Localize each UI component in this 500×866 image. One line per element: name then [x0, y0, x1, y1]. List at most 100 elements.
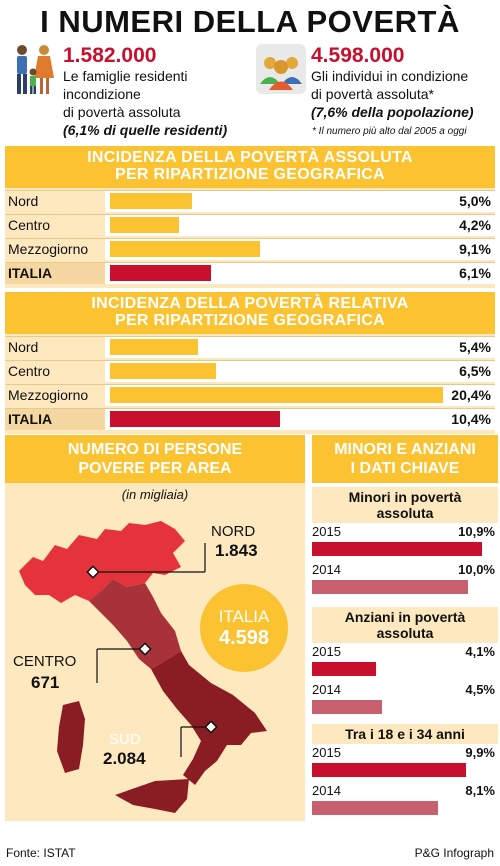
bar-label: Centro	[8, 363, 51, 379]
map-region-sud	[151, 651, 267, 785]
bar	[110, 241, 260, 257]
bar-track	[105, 191, 495, 212]
bar	[110, 265, 211, 281]
footer-source: Fonte: ISTAT	[6, 846, 76, 860]
bar-track	[105, 337, 495, 358]
map-header: NUMERO DI PERSONE POVERE PER AREA	[5, 435, 305, 483]
bar	[110, 411, 280, 427]
key-value: 10,9%	[458, 524, 495, 539]
stat2-line2: di povertà assoluta*	[311, 86, 434, 102]
key-bar	[312, 542, 482, 556]
key-value: 10,0%	[458, 562, 495, 577]
key-group-1-line2: assoluta	[376, 505, 434, 521]
people-icon	[256, 44, 306, 94]
centro-value: 671	[31, 673, 60, 692]
relative-poverty-panel: INCIDENZA DELLA POVERTÀ RELATIVA PER RIP…	[5, 292, 495, 434]
centro-label: CENTRO	[13, 653, 77, 670]
bar-label: ITALIA	[8, 265, 53, 281]
key-group-3-title: Tra i 18 e i 34 anni	[312, 724, 498, 744]
bar	[110, 339, 199, 355]
map-title-1: NUMERO DI PERSONE	[67, 441, 243, 458]
key-year: 2015	[312, 745, 341, 760]
bar	[110, 217, 180, 233]
map-region-nord	[19, 521, 185, 603]
key-group-2-line1: Anziani in povertà	[344, 609, 466, 625]
key-header: MINORI E ANZIANI I DATI CHIAVE	[312, 435, 498, 483]
relative-poverty-header: INCIDENZA DELLA POVERTÀ RELATIVA PER RIP…	[5, 292, 495, 334]
bar-value: 4,2%	[459, 217, 491, 233]
key-bar	[312, 763, 467, 777]
bar-label: Mezzogiorno	[8, 387, 89, 403]
bar	[110, 387, 443, 403]
italia-value: 4.598	[218, 627, 270, 649]
key-bar	[312, 801, 439, 815]
bar-row-mezzogiorno: Mezzogiorno 20,4%	[5, 384, 495, 406]
page-title: I NUMERI DELLA POVERTÀ	[40, 4, 460, 39]
key-bar	[312, 662, 376, 676]
bar	[110, 193, 193, 209]
bar-track	[105, 215, 495, 236]
key-value: 9,9%	[465, 745, 495, 760]
map-area: (in migliaia) NORD 1.843 CENTRO	[5, 483, 305, 821]
absolute-poverty-title-2: PER RIPARTIZIONE GEOGRAFICA	[114, 166, 386, 183]
footer-credit: P&G Infograph	[414, 846, 494, 860]
stat2-number: 4.598.000	[311, 44, 405, 67]
stat2-line1: Gli individui in condizione	[311, 68, 469, 84]
absolute-poverty-header: INCIDENZA DELLA POVERTÀ ASSOLUTA PER RIP…	[5, 146, 495, 188]
bar-value: 20,4%	[451, 387, 491, 403]
key-year: 2014	[312, 562, 341, 577]
map-region-sardinia	[57, 701, 85, 773]
key-bar	[312, 580, 468, 594]
key-row: 2014 10,0%	[312, 561, 498, 579]
bar-row-italia: ITALIA 10,4%	[5, 408, 495, 430]
map-region-sicily	[115, 779, 189, 813]
nord-value: 1.843	[215, 541, 258, 560]
bar-row-mezzogiorno: Mezzogiorno 9,1%	[5, 238, 495, 260]
family-icon	[17, 45, 54, 94]
bar-label: Nord	[8, 339, 39, 355]
key-title-1: MINORI E ANZIANI	[334, 441, 476, 458]
bar-value: 6,5%	[459, 363, 491, 379]
stat1-line1: Le famiglie residenti	[63, 68, 188, 84]
absolute-poverty-title-1: INCIDENZA DELLA POVERTÀ ASSOLUTA	[87, 149, 413, 166]
bar-label: Centro	[8, 217, 51, 233]
bar-value: 9,1%	[459, 241, 491, 257]
stat1-line2: incondizione	[63, 86, 141, 102]
key-row: 2015 10,9%	[312, 523, 498, 541]
map-region-centro	[89, 579, 181, 669]
bar-label: Nord	[8, 193, 39, 209]
bar-row-nord: Nord 5,4%	[5, 336, 495, 358]
key-group-1-line1: Minori in povertà	[348, 489, 462, 505]
relative-poverty-title-2: PER RIPARTIZIONE GEOGRAFICA	[114, 312, 386, 329]
bar-row-centro: Centro 6,5%	[5, 360, 495, 382]
bar-value: 5,4%	[459, 339, 491, 355]
bar-value: 5,0%	[459, 193, 491, 209]
absolute-poverty-panel: INCIDENZA DELLA POVERTÀ ASSOLUTA PER RIP…	[5, 146, 495, 288]
relative-poverty-title-1: INCIDENZA DELLA POVERTÀ RELATIVA	[91, 295, 409, 312]
key-row: 2014 4,5%	[312, 681, 498, 699]
stat1-line3: di povertà assoluta	[63, 104, 181, 120]
italia-label: ITALIA	[218, 607, 270, 626]
key-group-2-line2: assoluta	[376, 625, 434, 641]
sud-value: 2.084	[103, 749, 146, 768]
italy-map	[19, 521, 288, 813]
map-title-2: POVERE PER AREA	[78, 460, 232, 477]
bar-label: ITALIA	[8, 411, 53, 427]
nord-label: NORD	[211, 523, 256, 540]
key-row: 2015 4,1%	[312, 643, 498, 661]
key-value: 4,1%	[465, 644, 495, 659]
bar-value: 10,4%	[451, 411, 491, 427]
key-year: 2015	[312, 644, 341, 659]
bar-label: Mezzogiorno	[8, 241, 89, 257]
bar-row-italia: ITALIA 6,1%	[5, 262, 495, 284]
stat1-number: 1.582.000	[63, 44, 157, 67]
key-year: 2015	[312, 524, 341, 539]
key-row: 2014 8,1%	[312, 782, 498, 800]
stat1-line4: (6,1% di quelle residenti)	[63, 122, 228, 138]
key-year: 2014	[312, 682, 341, 697]
key-value: 8,1%	[465, 783, 495, 798]
key-bar	[312, 700, 383, 714]
sud-label: SUD	[109, 731, 141, 748]
key-value: 4,5%	[465, 682, 495, 697]
